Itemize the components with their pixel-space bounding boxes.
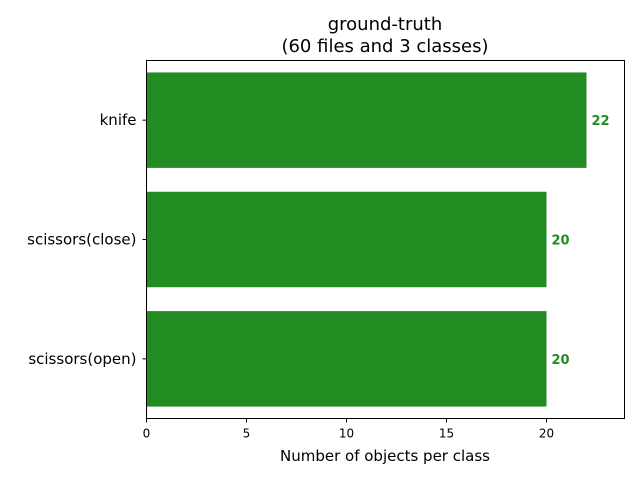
x-axis-label: Number of objects per class	[280, 447, 490, 465]
chart-title: ground-truth	[328, 14, 443, 35]
value-label: 20	[552, 234, 570, 249]
chart-subtitle: (60 files and 3 classes)	[281, 36, 488, 57]
value-label: 20	[552, 353, 570, 368]
x-tick-label: 0	[143, 427, 151, 441]
bar-knife	[146, 72, 587, 168]
value-labels-group: 22 20 20	[552, 114, 610, 368]
x-tick-label: 15	[439, 427, 454, 441]
y-tick-label: scissors(open)	[28, 350, 136, 368]
y-tick-label: knife	[100, 111, 137, 129]
x-axis-ticks: 0 5 10 15 20	[143, 418, 554, 441]
x-tick-label: 5	[243, 427, 251, 441]
value-label: 22	[592, 114, 610, 129]
plot-frame	[146, 60, 625, 419]
bar-scissors-close-	[146, 191, 547, 288]
x-tick-label: 10	[339, 427, 354, 441]
bar-scissors-open-	[146, 311, 547, 407]
x-tick-label: 20	[539, 427, 554, 441]
bars-group	[146, 72, 587, 407]
y-axis-ticks: knife scissors(close) scissors(open)	[27, 111, 147, 368]
y-tick-label: scissors(close)	[27, 231, 136, 249]
